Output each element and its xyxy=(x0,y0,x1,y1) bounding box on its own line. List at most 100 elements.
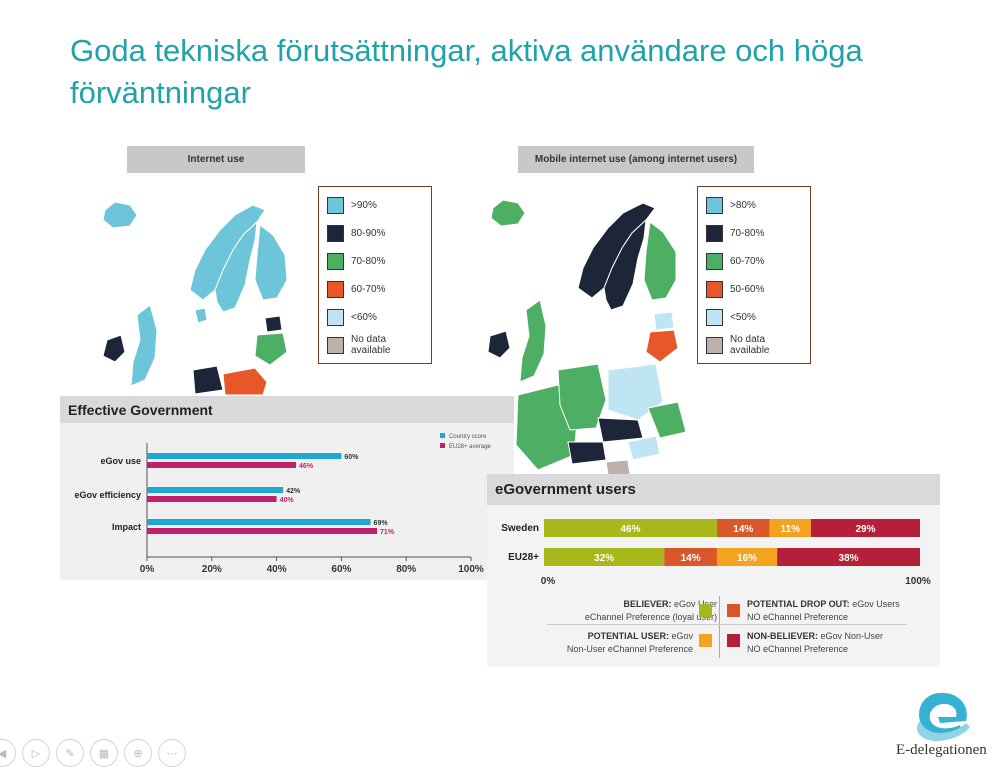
legend-swatch xyxy=(706,252,723,270)
legend-row: 60-70% xyxy=(706,247,802,275)
legend-label: 60-70% xyxy=(730,255,765,267)
legend-row: No data available xyxy=(706,331,802,359)
bar xyxy=(147,453,342,459)
mobile-internet-use-legend: >80% 70-80% 60-70% 50-60% <50% No data a… xyxy=(697,186,811,364)
legend-swatch xyxy=(706,336,723,354)
egovernment-users-panel: eGovernment users Sweden 46% 14% 11% 29% EU28… xyxy=(487,474,940,667)
stacked-bar-segment xyxy=(769,519,811,537)
stacked-bar-segment xyxy=(716,519,770,537)
slide-title: Goda tekniska förutsättningar, aktiva an… xyxy=(70,33,863,110)
stacked-bar-segment xyxy=(544,519,717,537)
legend-text: eGov Non-User xyxy=(820,631,884,641)
x-tick-label: 20% xyxy=(202,564,222,575)
legend-swatch xyxy=(706,196,723,214)
legend-text: eGov Users xyxy=(852,599,900,609)
legend-label: <60% xyxy=(351,311,377,323)
legend-label: 80-90% xyxy=(351,227,386,239)
stacked-bar-segment xyxy=(716,548,778,566)
legend-divider-vertical xyxy=(719,596,720,658)
legend-label: 70-80% xyxy=(730,227,765,239)
legend-swatch xyxy=(327,224,344,242)
data-label: 14% xyxy=(681,553,701,564)
category-label: eGov use xyxy=(100,456,141,466)
egovernment-users-title: eGovernment users xyxy=(487,474,940,505)
effective-government-panel: Effective Government Country score EU28+ … xyxy=(60,396,514,580)
bar xyxy=(147,462,297,468)
category-label: Impact xyxy=(112,522,141,532)
data-label: 16% xyxy=(737,553,757,564)
legend-swatch xyxy=(327,252,344,270)
legend-row: <60% xyxy=(327,303,423,331)
legend-line2: NO eChannel Preference xyxy=(747,612,849,622)
bar xyxy=(147,487,284,493)
legend-row: 50-60% xyxy=(706,275,802,303)
legend-believer: BELIEVER: eGov User eChannel Preference … xyxy=(527,598,717,624)
legend-label: No data available xyxy=(351,334,391,356)
more-icon[interactable]: ⋯ xyxy=(158,739,186,767)
legend-swatch xyxy=(327,336,344,354)
data-label: 38% xyxy=(839,553,859,564)
legend-swatch xyxy=(440,433,445,438)
legend-label: >80% xyxy=(730,199,756,211)
legend-swatch xyxy=(440,443,445,448)
legend-swatch xyxy=(327,280,344,298)
legend-row: >80% xyxy=(706,191,802,219)
stacked-bar-segment xyxy=(777,548,920,566)
bar xyxy=(147,519,371,525)
effective-government-chart: Country score EU28+ average 0% 20% 40% 60% 80%… xyxy=(74,433,492,575)
legend-swatch xyxy=(327,308,344,326)
legend-non-believer: NON-BELIEVER: eGov Non-User NO eChannel … xyxy=(747,630,937,656)
slides-icon[interactable]: ▦ xyxy=(90,739,118,767)
legend-row: 80-90% xyxy=(327,219,423,247)
legend-label: No data available xyxy=(730,334,770,356)
legend-label: >90% xyxy=(351,199,377,211)
legend-line2: Non-User eChannel Preference xyxy=(566,644,693,654)
legend-line2: eChannel Preference (loyal user) xyxy=(584,612,717,622)
legend-row: <50% xyxy=(706,303,802,331)
pen-icon[interactable]: ✎ xyxy=(56,739,84,767)
data-label: 40% xyxy=(280,497,295,504)
data-label: 29% xyxy=(855,524,875,535)
map-title-internet-use: Internet use xyxy=(127,146,305,173)
data-label: 14% xyxy=(733,524,753,535)
x-tick-label: 100% xyxy=(458,564,484,575)
legend-swatch xyxy=(706,280,723,298)
legend-divider-horizontal xyxy=(547,624,907,625)
stacked-bar-segment xyxy=(544,548,665,566)
zoom-icon[interactable]: ⊕ xyxy=(124,739,152,767)
mobile-internet-use-map xyxy=(488,199,687,475)
data-label: 11% xyxy=(781,524,801,535)
data-label: 60% xyxy=(344,454,359,461)
legend-row: 60-70% xyxy=(327,275,423,303)
category-label: EU28+ xyxy=(508,552,539,563)
x-tick-label: 80% xyxy=(396,564,416,575)
internet-use-legend: >90% 80-90% 70-80% 60-70% <60% No data a… xyxy=(318,186,432,364)
legend-head: POTENTIAL DROP OUT: xyxy=(747,599,850,609)
legend-row: >90% xyxy=(327,191,423,219)
logo-text: E-delegationen xyxy=(896,742,987,758)
legend-swatch-potential-user xyxy=(699,634,712,647)
legend-label: 50-60% xyxy=(730,283,765,295)
legend-label: Country score xyxy=(449,434,487,440)
legend-text: eGov User xyxy=(673,599,717,609)
legend-head: NON-BELIEVER: xyxy=(747,631,819,641)
stacked-bar-segment xyxy=(810,519,920,537)
legend-row: 70-80% xyxy=(327,247,423,275)
data-label: 69% xyxy=(374,520,389,527)
category-label: eGov efficiency xyxy=(74,490,141,500)
legend-potential-drop-out: POTENTIAL DROP OUT: eGov Users NO eChann… xyxy=(747,598,937,624)
legend-swatch-potential-drop-out xyxy=(727,604,740,617)
data-label: 46% xyxy=(620,524,640,535)
internet-use-map xyxy=(102,201,288,395)
x-tick-label: 40% xyxy=(267,564,287,575)
previous-icon[interactable]: ◀ xyxy=(0,739,16,767)
legend-text: eGov xyxy=(671,631,693,641)
legend-row: No data available xyxy=(327,331,423,359)
legend-label: <50% xyxy=(730,311,756,323)
x-tick-label: 60% xyxy=(331,564,351,575)
legend-swatch-non-believer xyxy=(727,634,740,647)
legend-swatch-believer xyxy=(699,604,712,617)
next-icon[interactable]: ▷ xyxy=(22,739,50,767)
legend-line2: NO eChannel Preference xyxy=(747,644,849,654)
x-tick-label: 0% xyxy=(541,576,556,587)
